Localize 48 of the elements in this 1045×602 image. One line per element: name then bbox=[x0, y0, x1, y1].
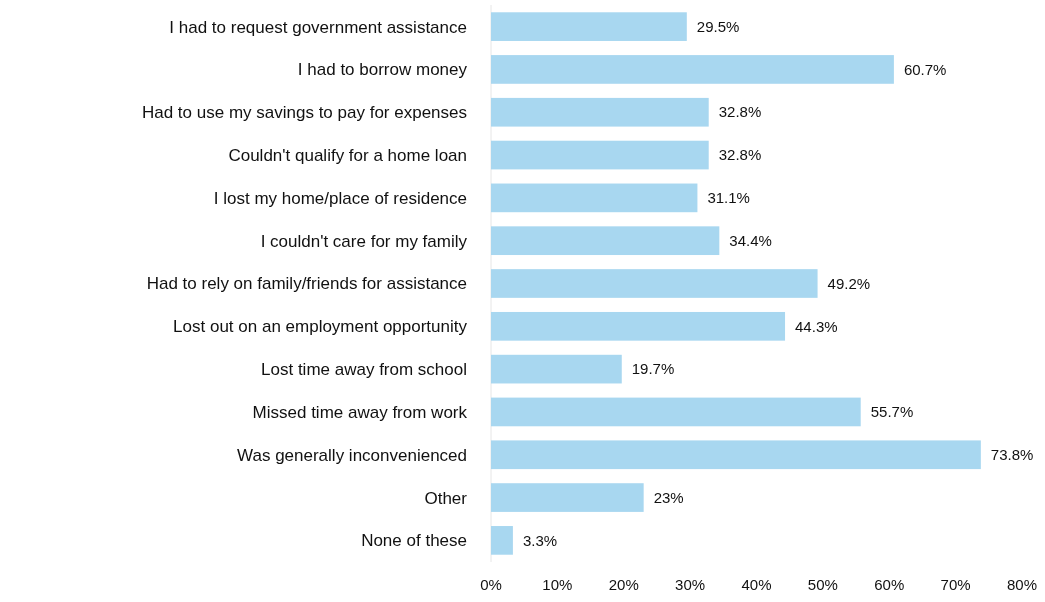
x-tick-label: 20% bbox=[608, 576, 639, 593]
bar bbox=[491, 55, 894, 84]
y-tick-label: I had to borrow money bbox=[297, 60, 468, 80]
y-tick-label: Missed time away from work bbox=[252, 402, 468, 422]
bar bbox=[491, 183, 698, 213]
y-tick-label: None of these bbox=[361, 531, 467, 551]
bar bbox=[491, 226, 720, 256]
x-tick-label: 50% bbox=[807, 576, 838, 593]
bar bbox=[491, 526, 513, 555]
data-label: 29.5% bbox=[696, 17, 740, 35]
data-label: 32.8% bbox=[718, 146, 762, 164]
bar bbox=[491, 483, 644, 512]
x-tick-label: 0% bbox=[480, 576, 502, 593]
data-label: 31.1% bbox=[707, 189, 750, 207]
bar bbox=[491, 440, 981, 470]
y-tick-label: I couldn't care for my family bbox=[260, 231, 468, 251]
bar bbox=[491, 354, 622, 384]
x-tick-label: 10% bbox=[542, 576, 573, 593]
data-label: 60.7% bbox=[903, 60, 947, 78]
y-tick-label: Was generally inconvenienced bbox=[237, 445, 467, 465]
x-tick-label: 40% bbox=[741, 576, 772, 593]
data-label: 32.8% bbox=[718, 103, 762, 121]
bar bbox=[491, 12, 687, 41]
data-label: 19.7% bbox=[631, 360, 675, 378]
data-label: 44.3% bbox=[795, 317, 838, 335]
data-label: 34.4% bbox=[729, 231, 772, 249]
bar bbox=[491, 311, 786, 341]
y-tick-label: Had to use my savings to pay for expenses bbox=[141, 103, 467, 123]
bar bbox=[491, 269, 818, 298]
y-tick-label: Couldn't qualify for a home loan bbox=[228, 146, 467, 166]
data-label: 3.3% bbox=[522, 531, 558, 549]
y-tick-label: I had to request government assistance bbox=[169, 17, 467, 37]
y-tick-label: Had to rely on family/friends for assistance bbox=[146, 274, 467, 294]
y-tick-label: Lost time away from school bbox=[261, 360, 467, 380]
data-label: 55.7% bbox=[870, 403, 914, 421]
y-tick-label: I lost my home/place of residence bbox=[213, 188, 467, 208]
bar bbox=[491, 97, 709, 127]
data-label: 23% bbox=[653, 488, 684, 506]
bar bbox=[491, 397, 861, 427]
x-tick-label: 60% bbox=[874, 576, 905, 593]
data-label: 49.2% bbox=[827, 274, 871, 292]
y-tick-label: Lost out on an employment opportunity bbox=[173, 317, 468, 337]
y-tick-label: Other bbox=[424, 488, 468, 508]
bar bbox=[491, 140, 709, 170]
data-label: 73.8% bbox=[990, 446, 1034, 463]
x-tick-label: 80% bbox=[1006, 576, 1038, 593]
x-tick-label: 70% bbox=[940, 576, 971, 593]
x-tick-label: 30% bbox=[675, 576, 706, 593]
